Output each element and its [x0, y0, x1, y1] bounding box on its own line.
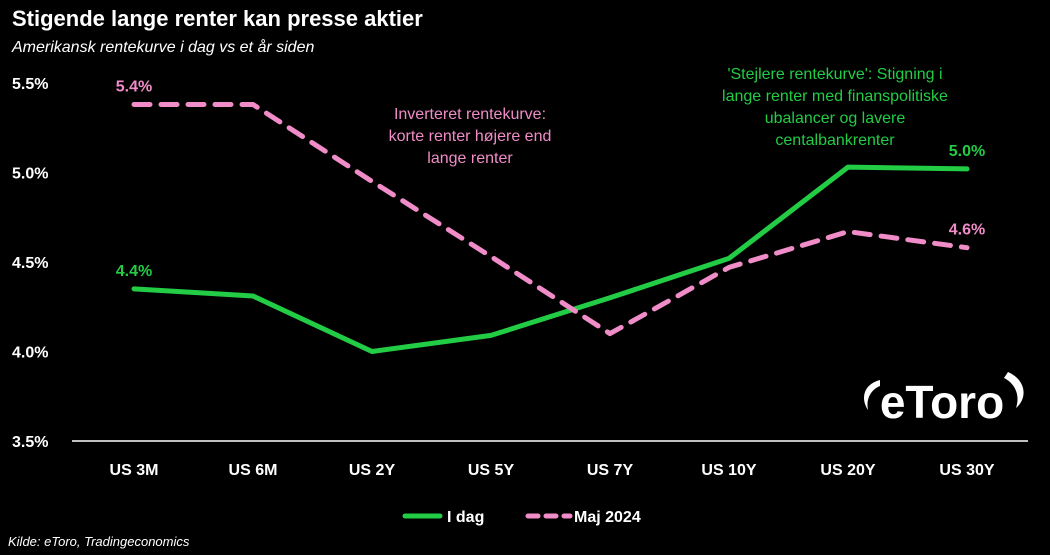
x-tick-label: US 5Y: [468, 462, 515, 479]
y-tick-label: 3.5%: [12, 434, 48, 451]
source-note: Kilde: eToro, Tradingeconomics: [8, 534, 190, 549]
legend-label-may2024: Maj 2024: [574, 509, 641, 526]
bull-horn-left-icon: [864, 380, 880, 410]
chart-subtitle: Amerikansk rentekurve i dag vs et år sid…: [12, 39, 315, 56]
steeper-curve-annotation: 'Stejlere rentekurve': Stigning i lange …: [722, 66, 948, 149]
x-tick-label: US 20Y: [820, 462, 875, 479]
data-label: 4.4%: [116, 263, 152, 280]
legend: I dag Maj 2024: [402, 509, 641, 526]
legend-label-today: I dag: [447, 509, 484, 526]
x-tick-label: US 3M: [110, 462, 159, 479]
bull-horn-right-icon: [1004, 372, 1024, 408]
x-tick-label: US 6M: [229, 462, 278, 479]
series-line-may2024: [131, 102, 970, 337]
y-axis: 3.5% 4.0% 4.5% 5.0% 5.5%: [12, 76, 48, 451]
y-tick-label: 4.0%: [12, 345, 48, 362]
chart-title: Stigende lange renter kan presse aktier: [12, 6, 423, 31]
data-labels: 4.4% 5.4% 5.0% 4.6%: [116, 78, 985, 279]
etoro-logo: eToro: [864, 372, 1024, 428]
data-label: 5.4%: [116, 78, 152, 95]
x-tick-label: US 30Y: [939, 462, 994, 479]
x-axis: US 3M US 6M US 2Y US 5Y US 7Y US 10Y US 20Y US …: [110, 462, 995, 479]
y-tick-label: 4.5%: [12, 255, 48, 272]
x-tick-label: US 10Y: [701, 462, 756, 479]
data-label: 4.6%: [949, 222, 985, 239]
data-label: 5.0%: [949, 143, 985, 160]
logo-wordmark: eToro: [880, 376, 1004, 428]
y-tick-label: 5.5%: [12, 76, 48, 93]
series-layer: [131, 102, 970, 354]
y-tick-label: 5.0%: [12, 166, 48, 183]
series-line-today: [131, 164, 970, 354]
x-tick-label: US 7Y: [587, 462, 634, 479]
x-tick-label: US 2Y: [349, 462, 396, 479]
inverted-curve-annotation: Inverteret rentekurve: korte renter høje…: [388, 106, 552, 167]
